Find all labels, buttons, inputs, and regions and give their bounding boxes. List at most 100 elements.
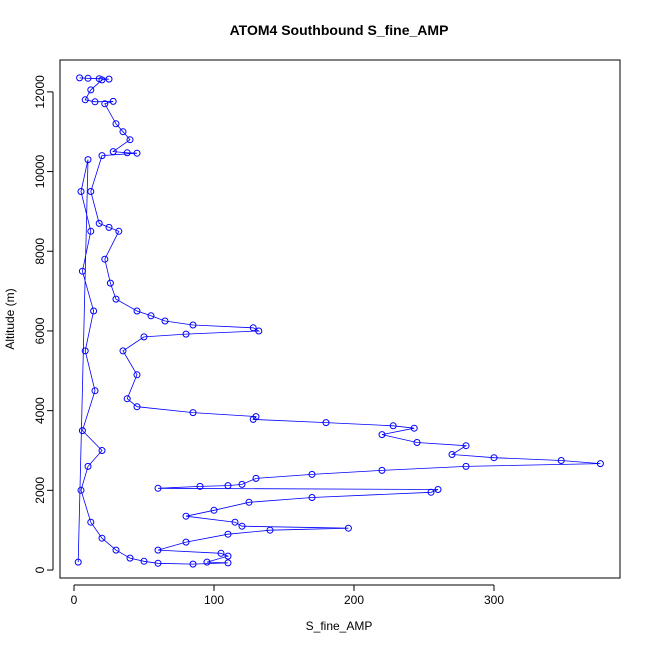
- data-point: [87, 86, 95, 94]
- data-point: [255, 327, 263, 335]
- data-point: [76, 74, 84, 82]
- data-point: [322, 419, 330, 427]
- x-tick-label: 300: [484, 593, 504, 607]
- y-tick-label: 10000: [33, 155, 47, 189]
- data-point: [109, 97, 117, 105]
- data-point: [596, 460, 604, 468]
- data-point: [245, 498, 253, 506]
- data-point: [98, 447, 106, 454]
- data-point: [448, 451, 456, 458]
- data-point: [147, 312, 155, 320]
- data-point: [224, 559, 232, 567]
- data-point: [91, 387, 99, 395]
- data-point: [112, 120, 120, 128]
- data-point: [462, 462, 470, 470]
- data-point: [427, 488, 435, 496]
- data-point: [249, 415, 257, 423]
- data-point: [98, 152, 106, 160]
- data-point: [378, 431, 386, 439]
- data-point: [266, 526, 274, 534]
- data-point: [154, 559, 162, 567]
- data-point: [224, 530, 232, 538]
- data-point: [182, 538, 190, 546]
- data-point: [119, 347, 127, 355]
- data-point: [109, 148, 117, 156]
- data-point: [182, 512, 190, 520]
- data-point: [98, 534, 106, 542]
- data-point: [123, 395, 131, 403]
- data-point: [98, 76, 106, 84]
- data-point: [78, 267, 86, 275]
- data-point: [77, 486, 85, 494]
- data-series: [74, 74, 604, 568]
- data-point: [105, 75, 113, 83]
- data-point: [133, 403, 141, 411]
- series-line: [77, 77, 601, 565]
- data-point: [224, 482, 232, 490]
- plot-frame: [59, 59, 621, 579]
- data-point: [87, 227, 95, 235]
- data-point: [81, 96, 89, 104]
- data-point: [308, 470, 316, 478]
- data-point: [308, 494, 316, 501]
- data-point: [231, 518, 239, 526]
- data-point: [90, 307, 98, 315]
- data-point: [115, 227, 123, 235]
- data-point: [182, 330, 190, 338]
- data-point: [87, 188, 95, 195]
- data-point: [217, 549, 225, 557]
- data-point: [378, 466, 386, 474]
- data-point: [161, 317, 169, 325]
- data-point: [140, 333, 148, 341]
- data-point: [189, 409, 197, 417]
- data-point: [133, 149, 141, 157]
- data-point: [410, 424, 418, 432]
- x-tick-label: 100: [204, 593, 224, 607]
- data-point: [84, 156, 92, 164]
- data-point: [84, 74, 92, 82]
- data-point: [210, 506, 218, 514]
- data-point: [557, 457, 565, 464]
- y-tick-label: 2000: [33, 477, 47, 504]
- data-point: [413, 439, 421, 446]
- x-tick-label: 200: [344, 593, 364, 607]
- data-point: [87, 518, 95, 526]
- x-axis-label: S_fine_AMP: [306, 619, 373, 633]
- data-point: [81, 347, 89, 355]
- data-point: [133, 371, 141, 379]
- data-point: [203, 558, 211, 566]
- data-point: [189, 321, 197, 329]
- data-point: [389, 422, 397, 430]
- data-point: [249, 324, 257, 332]
- data-point: [106, 279, 114, 287]
- data-point: [154, 546, 162, 554]
- data-point: [224, 552, 232, 560]
- data-point: [140, 557, 148, 565]
- data-point: [77, 188, 85, 195]
- x-tick-label: 0: [71, 593, 78, 607]
- data-point: [123, 149, 131, 157]
- data-point: [95, 219, 103, 227]
- data-point: [238, 480, 246, 488]
- y-axis: 0 2000 4000 6000 8000 10000 12000: [33, 75, 54, 573]
- data-point: [490, 454, 498, 462]
- y-tick-label: 12000: [33, 75, 47, 109]
- data-point: [112, 295, 120, 303]
- y-tick-label: 8000: [33, 238, 47, 265]
- y-tick-label: 0: [33, 566, 47, 573]
- data-point: [78, 427, 86, 435]
- y-axis-label: Altitude (m): [3, 288, 17, 349]
- data-point: [91, 98, 99, 106]
- data-point: [462, 442, 470, 450]
- data-point: [105, 223, 113, 231]
- data-point: [238, 522, 246, 530]
- chart-title: ATOM4 Southbound S_fine_AMP: [230, 22, 449, 38]
- data-point: [252, 474, 260, 482]
- data-point: [112, 546, 120, 554]
- y-tick-label: 4000: [33, 397, 47, 424]
- data-point: [154, 484, 162, 492]
- x-axis: 0 100 200 300: [71, 584, 504, 607]
- data-point: [84, 462, 92, 470]
- data-point: [126, 136, 134, 144]
